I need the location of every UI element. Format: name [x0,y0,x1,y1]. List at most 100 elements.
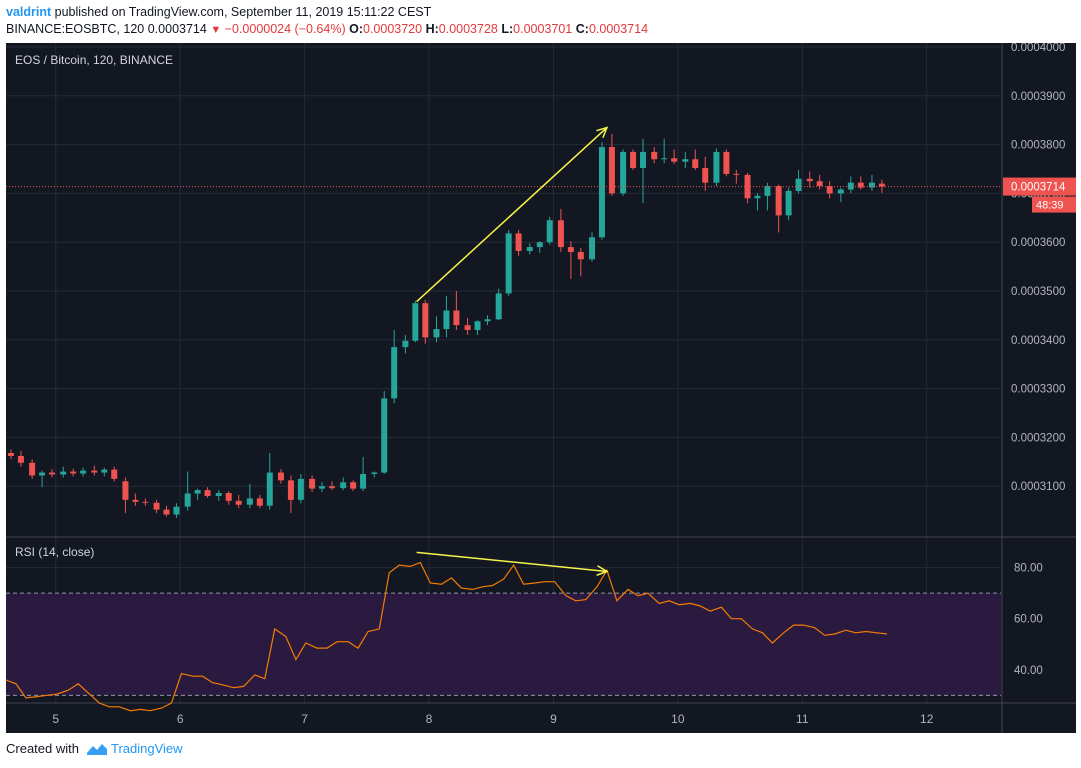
chart-area[interactable]: 0.0003100 0.0003200 0.0003300 0.0003400 0.00… [6,43,1076,733]
candle [256,494,263,509]
price-trend-arrow [416,126,609,303]
candle [785,187,792,221]
publish-line: valdrint published on TradingView.com, S… [6,5,431,19]
candle [402,334,409,354]
time-tick-label: 6 [177,712,184,726]
candle-body [402,340,409,348]
candle [29,459,36,479]
candle [661,138,668,164]
candle-body [7,453,14,456]
candle-body [733,173,740,175]
candle [608,133,615,196]
last-price-tag-text: 0.0003714 [1011,182,1066,194]
candle [671,149,678,165]
candle [495,288,502,321]
candle-body [775,186,782,216]
countdown-tag-text: 48:39 [1036,200,1064,212]
candle [122,477,129,514]
candle-body [381,398,388,473]
low-value: 0.0003701 [513,22,573,36]
time-tick-label: 12 [920,712,934,726]
candle-body [589,237,596,260]
candle-body [608,147,615,194]
candle [589,232,596,262]
candle-body [60,471,67,475]
candle-body [847,182,854,190]
candle-body [184,493,191,507]
candle [235,494,242,509]
candle [826,181,833,199]
candle [754,193,761,211]
open-value: 0.0003720 [363,22,423,36]
candle [371,471,378,478]
candle-body [723,151,730,174]
candle [350,480,357,492]
candle-body [505,233,512,294]
candle [764,182,771,211]
tradingview-brand[interactable]: TradingView [111,741,183,756]
candle [91,465,98,476]
candle-body [878,183,885,187]
candle-body [816,181,823,187]
price-tick-label: 0.0004000 [1011,43,1065,54]
candle-body [215,493,222,496]
close-label: C: [575,22,589,36]
candle [194,488,201,500]
candle-body [132,499,139,502]
high-label: H: [425,22,439,36]
candle-body [713,151,720,183]
candle-body [515,233,522,251]
candle [474,320,481,335]
candle [319,482,326,493]
candle [692,149,699,170]
price-pane-title: EOS / Bitcoin, 120, BINANCE [15,53,173,67]
author-name[interactable]: valdrint [6,5,52,19]
price-tick-label: 0.0003100 [1011,481,1065,493]
candle [422,299,429,344]
candle [39,470,46,488]
candle-body [340,482,347,489]
time-tick-label: 7 [301,712,308,726]
rsi-line [6,561,887,712]
candle [702,156,709,191]
candle-body [526,247,533,251]
price-tick-label: 0.0003900 [1011,91,1065,103]
candle [505,230,512,296]
candle-body [620,151,627,194]
chart-canvas[interactable]: 0.0003100 0.0003200 0.0003300 0.0003400 0.00… [6,43,1076,733]
candle-body [80,470,87,474]
candle [132,493,139,506]
candle [142,498,149,506]
rsi-trend-arrow-head [596,565,609,576]
candle-body [661,158,668,160]
rsi-tick-label: 40.00 [1014,665,1043,677]
candle [215,490,222,501]
candle [277,469,284,484]
candle-body [868,182,875,188]
last-price-tag [1003,177,1076,196]
candle-body [204,490,211,496]
high-value: 0.0003728 [438,22,498,36]
candle [287,475,294,514]
candle-body [101,469,108,473]
candle [80,467,87,477]
candle [857,176,864,190]
candle-body [536,242,543,248]
candle-body [111,469,118,479]
candle [733,169,740,184]
candle-body [474,321,481,331]
down-arrow-icon: ▼ [210,24,222,36]
candle-body [309,478,316,489]
rsi-band [6,593,1001,696]
candle-body [598,147,605,238]
time-tick-label: 5 [52,712,59,726]
candle-body [795,178,802,191]
candle [837,187,844,203]
candle [651,147,658,164]
candle [381,391,388,474]
time-tick-label: 9 [550,712,557,726]
candle [49,469,56,478]
rsi-tick-label: 80.00 [1014,563,1043,575]
candle-body [350,482,357,489]
candle-body [630,151,637,169]
